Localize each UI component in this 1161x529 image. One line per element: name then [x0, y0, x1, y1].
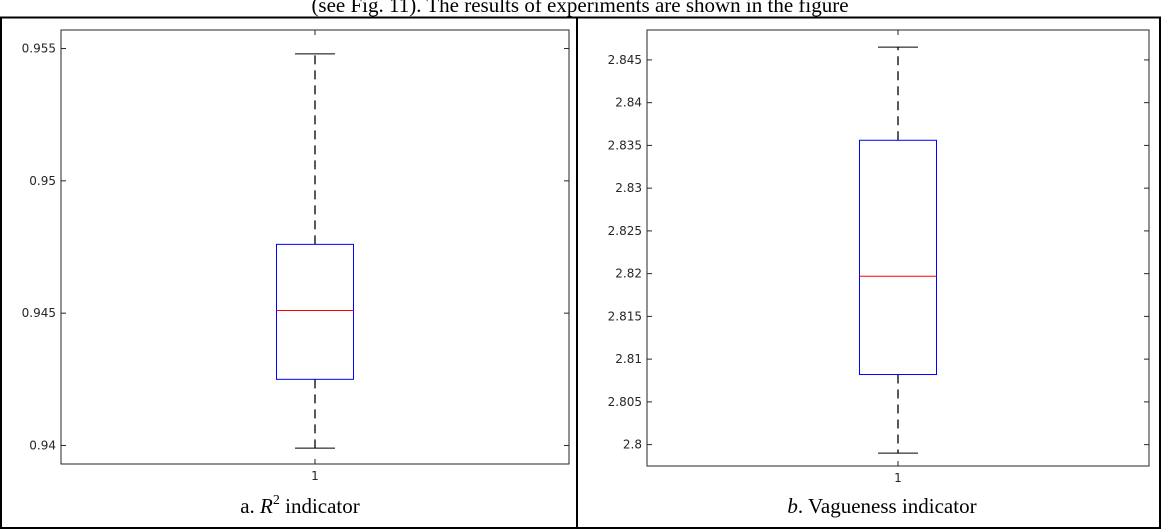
y-tick-label: 2.8 — [623, 438, 642, 452]
y-tick-label: 2.83 — [615, 181, 642, 195]
panel-b: 2.8 2.805 2.81 2.815 2.82 2.825 2.83 2.835 2.84 2… — [608, 29, 1150, 518]
y-tick-label: 2.815 — [608, 309, 642, 323]
caption-suffix: . Vagueness indicator — [798, 494, 977, 518]
caption-variable: R — [259, 494, 273, 518]
panel-caption: a. R2 indicator — [240, 493, 360, 518]
panel-caption: b. Vagueness indicator — [787, 494, 976, 518]
caption-suffix: indicator — [280, 494, 360, 518]
y-tick-label: 2.81 — [615, 352, 642, 366]
iqr-box — [276, 243, 354, 380]
y-tick-label: 2.845 — [608, 53, 642, 67]
caption-prefix: a. — [240, 494, 260, 518]
caption-variable: b — [787, 494, 798, 518]
y-tick-label: 0.955 — [22, 42, 56, 56]
panel-a: 0.94 0.945 0.95 0.955 1 a. R2 indicator — [22, 29, 570, 518]
y-tick-label: 2.82 — [615, 267, 642, 281]
plot-area — [646, 29, 1150, 467]
y-tick-label: 0.94 — [29, 438, 56, 452]
y-tick-label: 2.835 — [608, 138, 642, 152]
x-tick-label: 1 — [311, 469, 319, 483]
iqr-box — [859, 139, 937, 376]
y-tick-label: 2.805 — [608, 395, 642, 409]
top-caption: (see Fig. 11). The results of experiment… — [311, 0, 848, 17]
caption-superscript: 2 — [273, 493, 280, 508]
y-tick-label: 2.825 — [608, 224, 642, 238]
x-tick-label: 1 — [894, 471, 902, 485]
y-tick-label: 0.945 — [22, 306, 56, 320]
y-tick-label: 2.84 — [615, 96, 642, 110]
y-tick-label: 0.95 — [29, 174, 56, 188]
